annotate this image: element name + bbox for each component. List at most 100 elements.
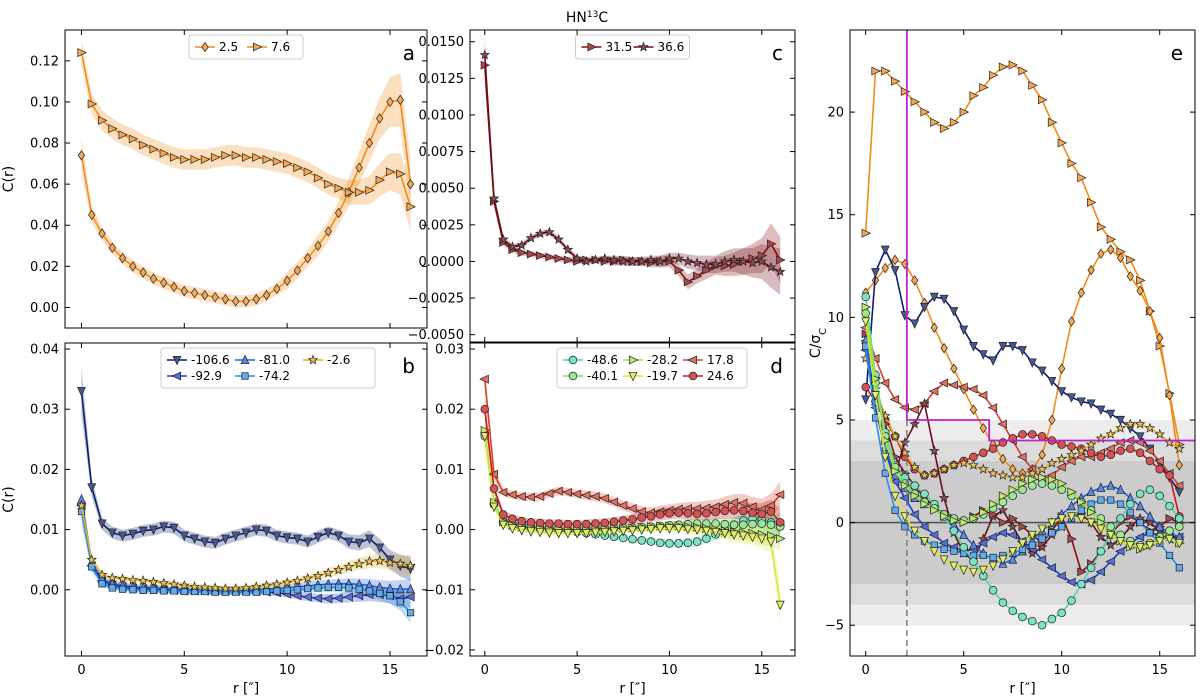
data-point xyxy=(1056,571,1066,581)
data-point xyxy=(250,581,262,592)
data-point xyxy=(231,150,242,160)
data-point xyxy=(292,575,303,586)
y-tick-label: 15 xyxy=(827,208,844,223)
data-point xyxy=(199,581,211,592)
data-point xyxy=(273,283,281,295)
y-tick-label: −0.0050 xyxy=(408,328,464,343)
y-tick-label: 0.0050 xyxy=(419,182,465,197)
data-point xyxy=(949,526,959,536)
data-point xyxy=(86,554,98,565)
data-point xyxy=(637,525,647,536)
data-point xyxy=(899,493,909,503)
data-point xyxy=(543,489,554,498)
legend-item--28.2: -28.2 xyxy=(623,353,678,367)
data-point xyxy=(871,391,880,401)
data-point xyxy=(508,514,517,524)
data-point xyxy=(1037,366,1047,377)
data-point xyxy=(376,113,384,124)
data-point xyxy=(396,94,404,106)
data-point xyxy=(729,530,739,540)
data-point xyxy=(1165,501,1174,511)
data-point xyxy=(979,448,988,458)
data-point xyxy=(590,492,600,501)
y-tick-label: 5 xyxy=(836,413,844,428)
data-point xyxy=(1047,614,1057,624)
data-point xyxy=(737,498,748,508)
legend-item-17.8: 17.8 xyxy=(683,353,734,367)
data-point xyxy=(251,525,261,536)
data-point xyxy=(545,252,555,262)
data-point xyxy=(221,150,231,160)
data-point xyxy=(1028,475,1038,484)
data-point xyxy=(118,531,128,542)
data-point xyxy=(108,242,116,254)
data-point xyxy=(655,524,665,534)
data-point xyxy=(959,529,969,539)
data-point xyxy=(891,506,899,514)
data-point xyxy=(987,532,998,542)
y-tick-label: 0.0075 xyxy=(419,145,465,160)
data-point xyxy=(129,261,137,272)
data-point xyxy=(293,265,302,276)
data-point xyxy=(1056,453,1068,464)
data-point xyxy=(118,252,127,264)
data-point xyxy=(526,527,536,537)
data-point xyxy=(1115,546,1125,556)
data-point xyxy=(949,561,959,572)
data-point xyxy=(766,537,776,548)
data-point xyxy=(1165,514,1175,523)
data-point xyxy=(1105,428,1117,439)
plot-area xyxy=(77,40,416,308)
data-point xyxy=(1008,606,1017,616)
data-point xyxy=(628,526,637,536)
data-point xyxy=(609,517,619,527)
data-point xyxy=(664,524,674,534)
data-point xyxy=(262,526,272,537)
data-point xyxy=(406,178,415,190)
axes-frame xyxy=(469,342,796,657)
data-point xyxy=(364,555,375,567)
data-point xyxy=(190,287,199,299)
data-point xyxy=(221,294,230,305)
data-point xyxy=(637,513,646,522)
data-point xyxy=(1008,60,1019,70)
data-point xyxy=(96,569,108,580)
data-point xyxy=(591,528,601,539)
data-point xyxy=(871,268,880,278)
data-point xyxy=(1057,479,1068,489)
data-point xyxy=(480,432,490,442)
data-point xyxy=(654,255,666,266)
data-point xyxy=(281,576,293,588)
data-point xyxy=(1057,440,1066,449)
y-tick-label: 0.06 xyxy=(30,178,59,193)
data-point xyxy=(757,509,767,519)
data-point xyxy=(324,583,332,591)
data-point xyxy=(1018,522,1028,532)
legend-item-24.6: 24.6 xyxy=(683,369,734,383)
data-point xyxy=(871,66,881,76)
legend-marker xyxy=(568,371,578,381)
data-point xyxy=(608,254,620,265)
data-point xyxy=(929,547,939,557)
data-point xyxy=(702,265,712,275)
data-point xyxy=(572,519,582,529)
data-point xyxy=(600,518,610,528)
data-point xyxy=(692,537,702,546)
data-point xyxy=(1026,467,1038,478)
data-point xyxy=(1087,197,1097,207)
data-point xyxy=(683,524,693,535)
data-point xyxy=(959,518,970,528)
data-point xyxy=(738,531,748,542)
legend: 2.5 7.6 xyxy=(188,34,304,60)
data-point xyxy=(919,469,930,480)
data-point xyxy=(190,534,200,545)
data-point xyxy=(636,255,648,266)
data-point xyxy=(526,518,536,527)
data-point xyxy=(273,587,281,595)
data-point xyxy=(582,519,591,529)
legend-marker xyxy=(688,371,698,381)
legend-label: 31.5 xyxy=(606,40,633,54)
data-point xyxy=(498,510,508,519)
data-point xyxy=(879,378,890,388)
data-point xyxy=(1095,531,1107,542)
